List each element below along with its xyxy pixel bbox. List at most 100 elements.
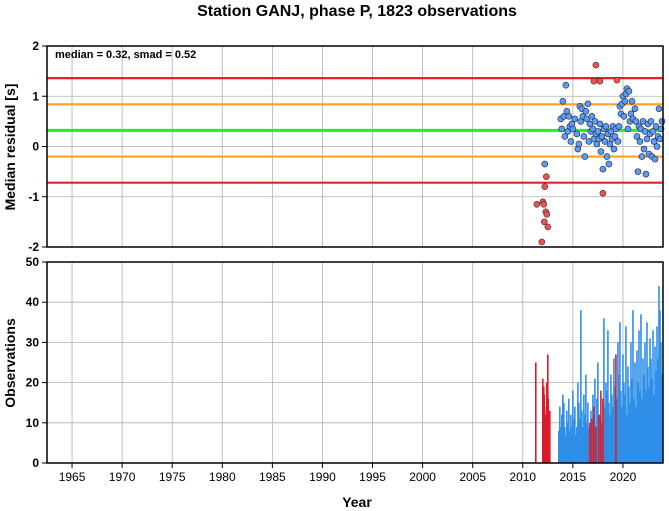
x-tick-label: 1995	[359, 470, 386, 484]
observation-bar	[634, 362, 636, 463]
residual-point	[621, 97, 629, 105]
top-panel-y-ticks: 2 1 0 -1 -2	[28, 39, 47, 254]
residual-point	[658, 118, 666, 125]
observation-bar	[614, 386, 616, 463]
observation-bar	[616, 398, 618, 463]
observation-bar	[580, 310, 582, 463]
observation-bar	[568, 398, 570, 463]
residual-point	[541, 160, 549, 168]
observation-bar	[629, 402, 631, 463]
residual-points	[533, 61, 666, 246]
residual-point	[640, 145, 648, 153]
observation-bar	[654, 346, 656, 463]
outlier-point	[592, 61, 600, 69]
y-tick-label: 50	[26, 255, 40, 269]
residual-point	[599, 165, 607, 173]
observation-bar	[573, 418, 575, 463]
observation-bar	[644, 342, 646, 463]
observation-bar	[572, 390, 574, 463]
bottom-panel-frame	[46, 261, 664, 464]
residual-point	[558, 125, 566, 133]
observation-bar	[645, 390, 647, 463]
observation-bar	[565, 434, 567, 463]
observation-bar	[609, 414, 611, 463]
x-tick-label: 2010	[509, 470, 536, 484]
observation-bar	[587, 402, 589, 463]
outlier-observation-bar	[593, 406, 595, 463]
y-tick-label: 0	[32, 140, 39, 154]
residual-point	[561, 133, 569, 140]
observation-bar	[601, 422, 603, 463]
residual-point	[584, 100, 592, 108]
residual-point	[647, 118, 655, 125]
observation-bar	[652, 330, 654, 463]
observation-bars	[534, 286, 663, 463]
observation-bar	[581, 410, 583, 463]
outlier-observation-bar	[589, 422, 591, 463]
outlier-point	[540, 200, 548, 208]
observation-bar	[608, 402, 610, 463]
stats-annotation: median = 0.32, smad = 0.52	[55, 49, 196, 61]
observation-bar	[657, 358, 659, 463]
observation-bar	[627, 366, 629, 463]
observation-bar	[625, 326, 627, 463]
y-tick-label: -2	[28, 240, 39, 254]
residual-point	[588, 113, 596, 120]
observation-bar	[653, 394, 655, 463]
observation-bar	[621, 406, 623, 463]
reference-lines	[47, 77, 663, 184]
x-tick-label: 1975	[159, 470, 186, 484]
observation-bar	[564, 426, 566, 463]
residual-point	[571, 115, 579, 123]
observation-bar	[576, 426, 578, 463]
residual-point	[643, 135, 651, 143]
top-panel-grid	[47, 45, 663, 248]
y-tick-label: 40	[26, 295, 40, 309]
observation-bar	[606, 390, 608, 463]
outlier-point	[613, 76, 621, 84]
x-axis-label: Year	[342, 494, 372, 510]
residual-point	[565, 113, 573, 120]
observation-bar	[626, 414, 628, 463]
y-tick-label: 20	[26, 376, 40, 390]
observation-bar	[559, 406, 561, 463]
residual-point	[649, 128, 657, 135]
observation-bar	[651, 378, 653, 463]
outlier-point	[590, 77, 598, 85]
observation-bar	[560, 426, 562, 463]
outlier-observation-bar	[542, 378, 544, 463]
outlier-observation-bar	[615, 354, 617, 463]
x-tick-label: 2020	[610, 470, 637, 484]
outlier-observation-bar	[591, 418, 593, 463]
residual-point	[575, 140, 583, 148]
y-tick-label: -1	[28, 190, 39, 204]
observation-bar	[619, 322, 621, 463]
observation-bar	[605, 382, 607, 463]
observation-bar	[567, 422, 569, 463]
outlier-observation-bar	[534, 362, 537, 463]
observation-bar	[642, 358, 644, 463]
observation-bar	[658, 286, 660, 463]
observation-bar	[562, 394, 564, 463]
observation-bar	[650, 358, 652, 463]
observation-bar	[633, 398, 635, 463]
observation-bar	[597, 362, 599, 463]
bottom-y-axis-label: Observations	[2, 318, 18, 408]
outlier-point	[533, 200, 541, 208]
residual-point	[634, 168, 642, 175]
top-y-axis-label: Median residual [s]	[2, 84, 18, 211]
residual-point	[614, 138, 622, 145]
observation-bar	[590, 410, 592, 463]
chart-title: Station GANJ, phase P, 1823 observations	[197, 3, 517, 20]
residual-point	[651, 155, 659, 163]
observation-bar	[641, 398, 643, 463]
observation-bar	[659, 310, 661, 463]
x-tick-label: 2015	[560, 470, 587, 484]
residual-point	[567, 138, 575, 145]
residual-point	[624, 125, 632, 133]
observation-bar	[571, 426, 573, 463]
observation-bar	[584, 414, 586, 463]
x-tick-label: 1980	[209, 470, 236, 484]
x-tick-label: 1990	[309, 470, 336, 484]
